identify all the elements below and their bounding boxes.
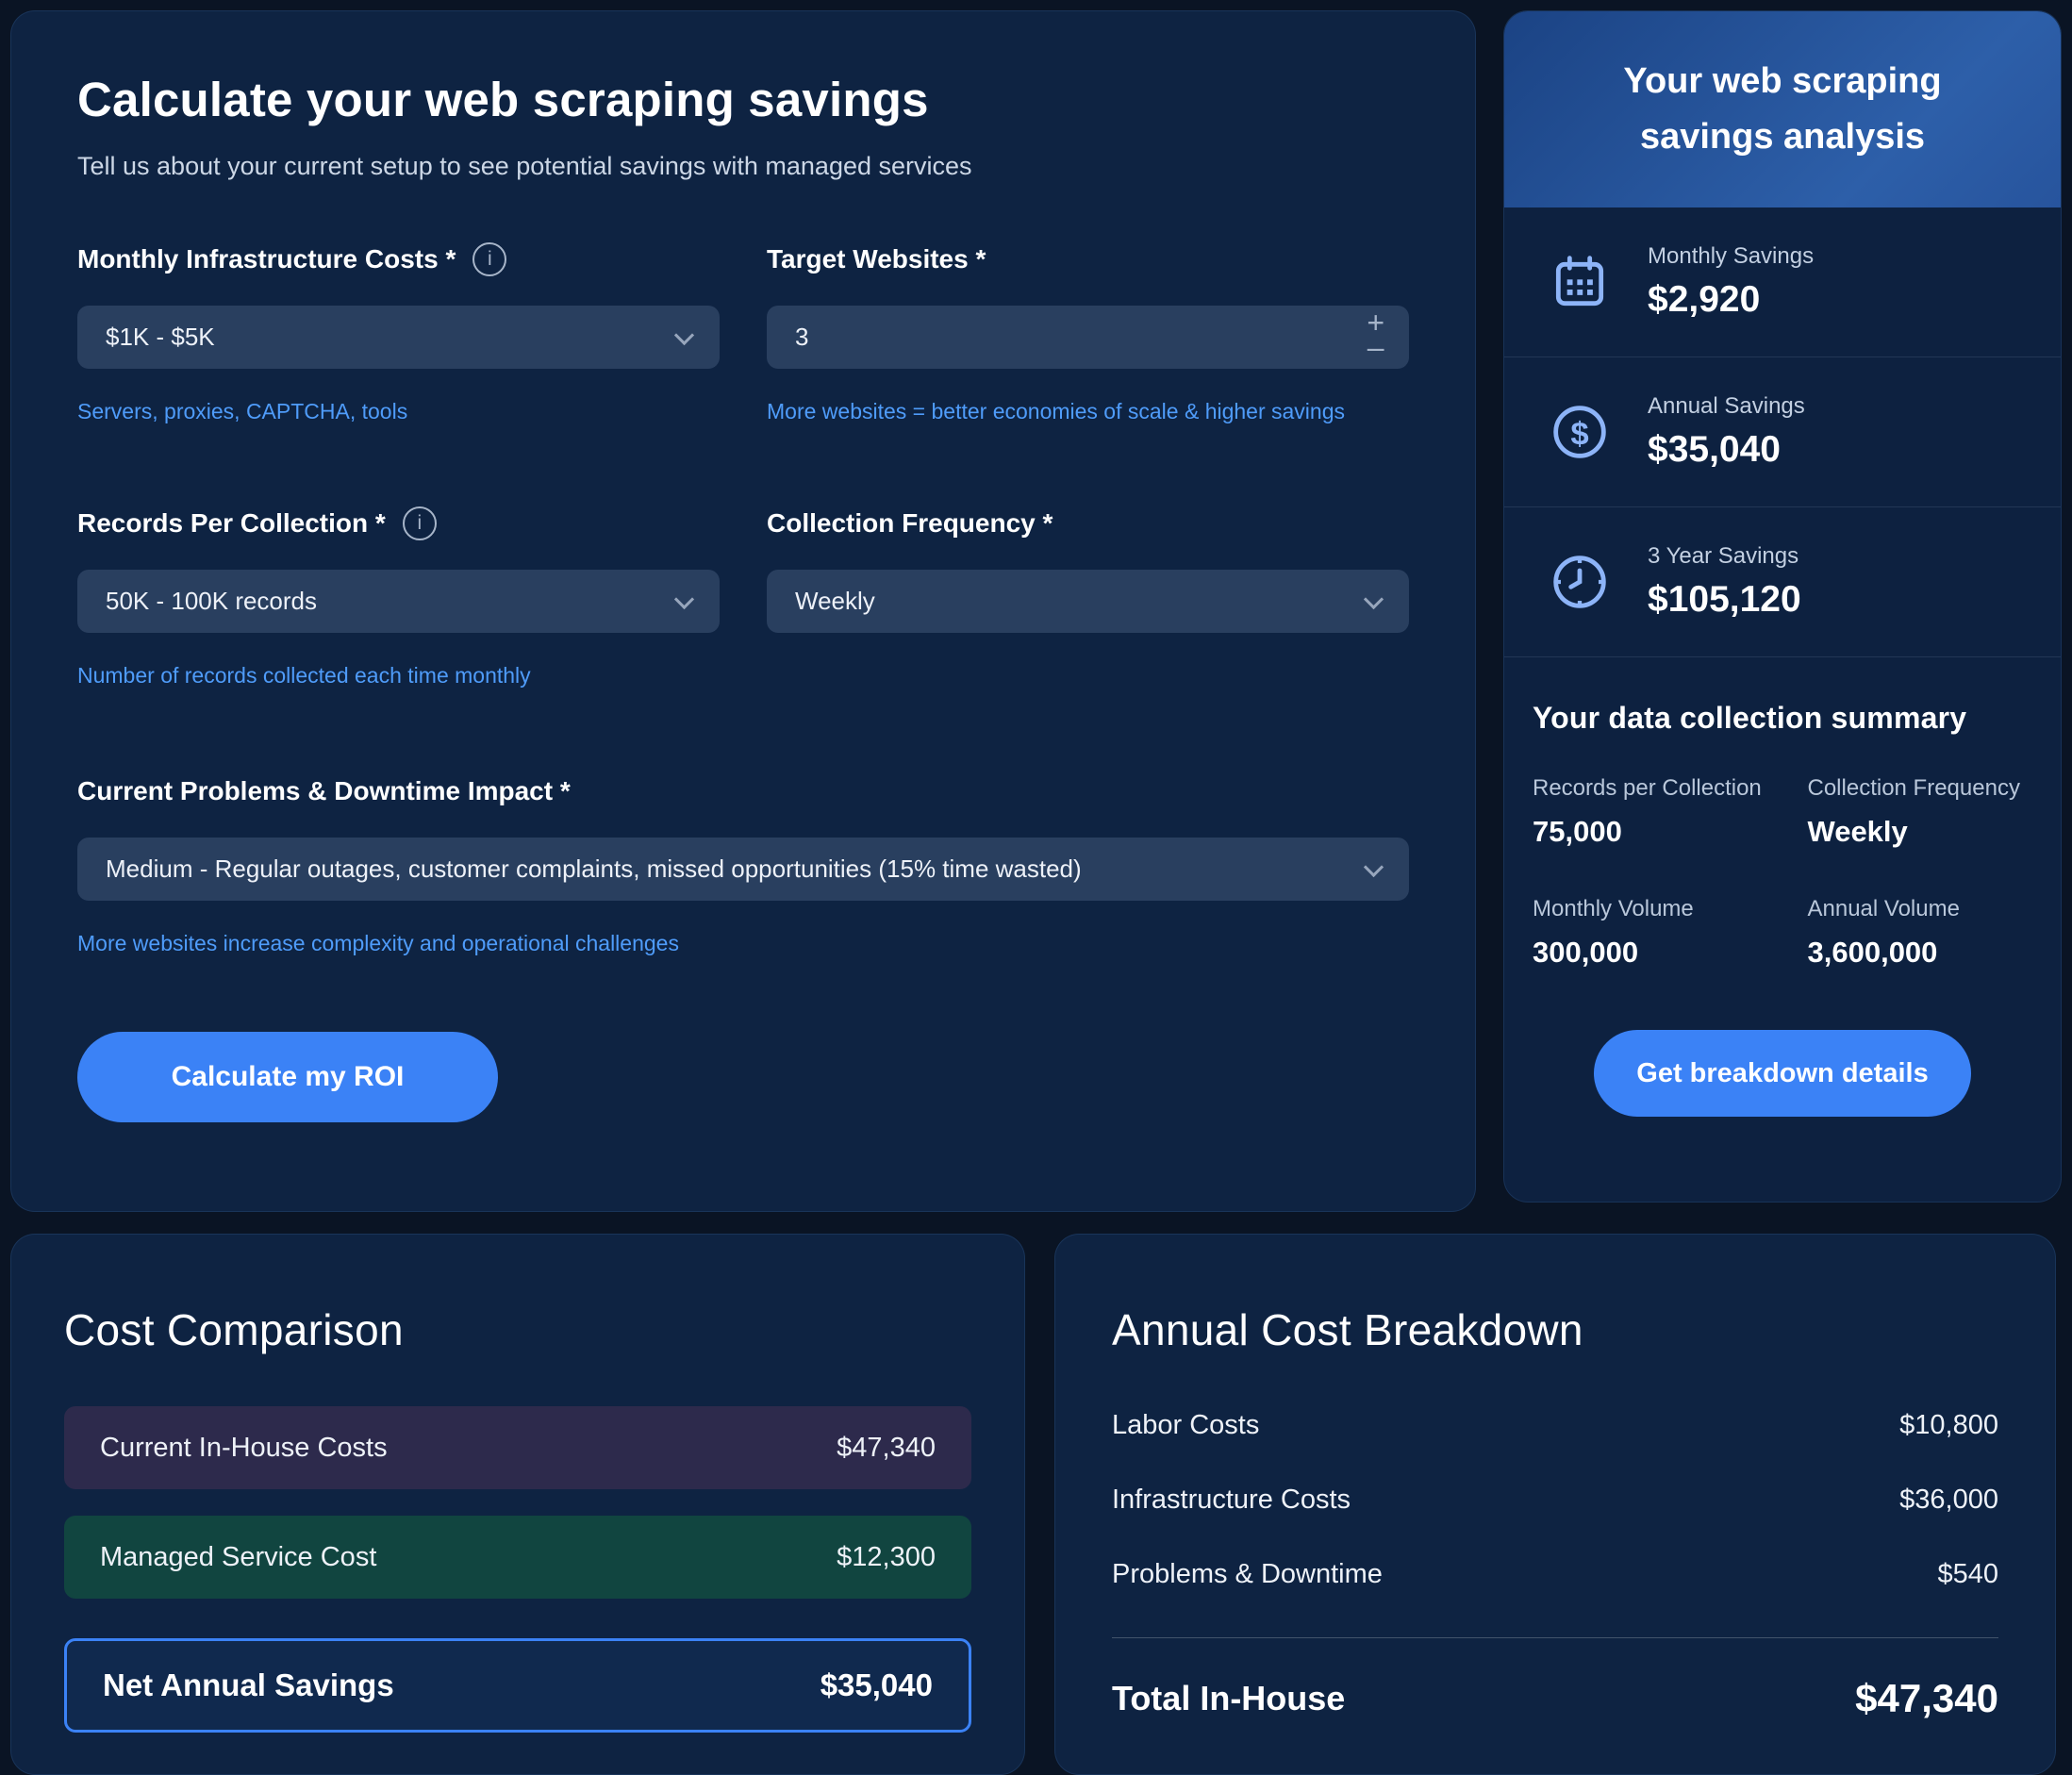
problems-impact-value: Medium - Regular outages, customer compl… [106, 854, 1082, 883]
clock-icon [1553, 556, 1606, 608]
problems-impact-select[interactable]: Medium - Regular outages, customer compl… [77, 838, 1409, 901]
records-per-collection-value: 50K - 100K records [106, 587, 318, 615]
summary-item: Annual Volume 3,600,000 [1807, 896, 1960, 969]
field-records-per-collection: Records Per Collection * i 50K - 100K re… [77, 506, 720, 688]
decrement-button[interactable]: – [1367, 329, 1384, 364]
row-current-in-house-costs: Current In-House Costs $47,340 [64, 1406, 971, 1489]
field-collection-frequency: Collection Frequency * Weekly [767, 506, 1409, 688]
row-value: $540 [1937, 1559, 1998, 1589]
summary-item: Collection Frequency Weekly [1807, 775, 2020, 848]
calculator-form-card: Calculate your web scraping savings Tell… [10, 10, 1476, 1212]
row-label: Labor Costs [1112, 1410, 1260, 1440]
metric-value: $2,920 [1648, 279, 1761, 320]
metric-annual-savings: $ Annual Savings $35,040 [1504, 357, 2061, 507]
total-value: $47,340 [1855, 1676, 1998, 1720]
metric-3-year-savings: 3 Year Savings $105,120 [1504, 507, 2061, 657]
metric-label: 3 Year Savings [1648, 543, 1799, 569]
row-problems-downtime: Problems & Downtime $540 [1112, 1559, 1998, 1590]
records-per-collection-select[interactable]: 50K - 100K records [77, 570, 720, 633]
target-websites-helper: More websites = better economies of scal… [767, 399, 1346, 423]
chevron-down-icon [673, 589, 695, 610]
infrastructure-costs-label: Monthly Infrastructure Costs * [77, 244, 456, 274]
dollar-circle-icon: $ [1553, 406, 1606, 458]
summary-title: Your data collection summary [1533, 701, 1967, 735]
row-managed-service-cost: Managed Service Cost $12,300 [64, 1516, 971, 1599]
annual-breakdown-title: Annual Cost Breakdown [1112, 1305, 1583, 1354]
row-value: $36,000 [1899, 1485, 1998, 1515]
collection-frequency-select[interactable]: Weekly [767, 570, 1409, 633]
total-label: Total In-House [1112, 1679, 1346, 1717]
records-per-collection-helper: Number of records collected each time mo… [77, 663, 531, 688]
divider [1112, 1637, 1998, 1638]
cost-comparison-card: Cost Comparison Current In-House Costs $… [10, 1234, 1025, 1775]
chevron-down-icon [1363, 856, 1384, 878]
row-label: Current In-House Costs [100, 1432, 388, 1463]
svg-text:$: $ [1570, 416, 1588, 452]
field-infrastructure-costs: Monthly Infrastructure Costs * i $1K - $… [77, 241, 720, 424]
row-net-annual-savings: Net Annual Savings $35,040 [64, 1638, 971, 1733]
field-problems-impact: Current Problems & Downtime Impact * Med… [77, 773, 1409, 956]
metric-value: $35,040 [1648, 429, 1781, 470]
metric-label: Annual Savings [1648, 393, 1805, 419]
analysis-title: Your web scraping savings analysis [1623, 61, 1942, 157]
cost-comparison-title: Cost Comparison [64, 1305, 404, 1354]
summary-item: Records per Collection 75,000 [1533, 775, 1762, 848]
target-websites-stepper: + – [1367, 306, 1384, 369]
row-label: Infrastructure Costs [1112, 1485, 1351, 1515]
calendar-icon [1555, 256, 1604, 307]
chevron-down-icon [673, 324, 695, 346]
collection-frequency-label: Collection Frequency * [767, 508, 1053, 538]
calculate-roi-button[interactable]: Calculate my ROI [77, 1032, 498, 1122]
increment-button[interactable]: + [1367, 306, 1384, 340]
summary-item: Monthly Volume 300,000 [1533, 896, 1694, 969]
metric-value: $105,120 [1648, 579, 1801, 620]
metric-label: Monthly Savings [1648, 243, 1815, 269]
records-per-collection-label: Records Per Collection * [77, 508, 386, 538]
row-value: $47,340 [837, 1432, 936, 1463]
row-label: Problems & Downtime [1112, 1559, 1383, 1589]
row-value: $10,800 [1899, 1410, 1998, 1440]
data-collection-summary: Your data collection summary Records per… [1504, 657, 2061, 1117]
form-row-2: Records Per Collection * i 50K - 100K re… [77, 506, 1409, 688]
row-labor-costs: Labor Costs $10,800 [1112, 1410, 1998, 1441]
row-value: $12,300 [837, 1541, 936, 1572]
target-websites-input[interactable] [767, 306, 1409, 369]
metric-monthly-savings: Monthly Savings $2,920 [1504, 207, 2061, 357]
infrastructure-costs-helper: Servers, proxies, CAPTCHA, tools [77, 399, 408, 423]
analysis-header: Your web scraping savings analysis [1504, 11, 2061, 207]
collection-frequency-value: Weekly [795, 587, 875, 615]
info-icon[interactable]: i [402, 506, 437, 540]
row-total-in-house: Total In-House $47,340 [1112, 1676, 1998, 1721]
infrastructure-costs-select[interactable]: $1K - $5K [77, 306, 720, 369]
field-target-websites: Target Websites * + – More websites = be… [767, 241, 1409, 424]
problems-impact-label: Current Problems & Downtime Impact * [77, 776, 571, 805]
chevron-down-icon [1363, 589, 1384, 610]
form-row-1: Monthly Infrastructure Costs * i $1K - $… [77, 241, 1409, 424]
row-label: Managed Service Cost [100, 1541, 377, 1572]
page-subtitle: Tell us about your current setup to see … [77, 152, 972, 180]
row-value: $35,040 [820, 1667, 933, 1702]
target-websites-label: Target Websites * [767, 244, 986, 274]
infrastructure-costs-value: $1K - $5K [106, 323, 215, 351]
page-title: Calculate your web scraping savings [77, 73, 929, 126]
row-label: Net Annual Savings [103, 1667, 394, 1702]
row-infrastructure-costs: Infrastructure Costs $36,000 [1112, 1485, 1998, 1516]
problems-impact-helper: More websites increase complexity and op… [77, 931, 679, 955]
annual-cost-breakdown-card: Annual Cost Breakdown Labor Costs $10,80… [1054, 1234, 2056, 1775]
get-breakdown-details-button[interactable]: Get breakdown details [1594, 1030, 1971, 1117]
savings-analysis-panel: Your web scraping savings analysis Month… [1503, 10, 2062, 1203]
info-icon[interactable]: i [472, 242, 507, 276]
